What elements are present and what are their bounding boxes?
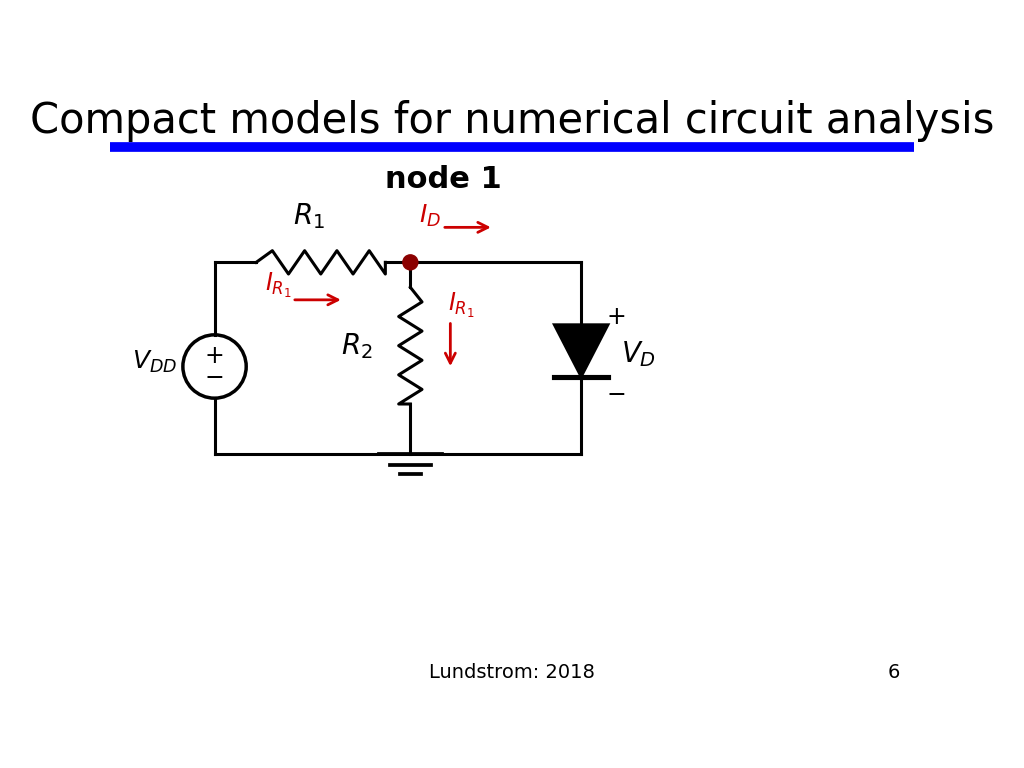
Text: 6: 6 (888, 663, 900, 682)
Text: +: + (606, 304, 626, 329)
Text: $V_{DD}$: $V_{DD}$ (132, 349, 177, 376)
Text: $R_1$: $R_1$ (293, 201, 325, 230)
Text: +: + (205, 343, 224, 368)
Text: Compact models for numerical circuit analysis: Compact models for numerical circuit ana… (30, 100, 994, 142)
Polygon shape (554, 325, 608, 376)
Circle shape (402, 255, 418, 270)
Text: −: − (606, 382, 626, 407)
Text: $R_2$: $R_2$ (341, 331, 373, 360)
Text: $I_{R_1}$: $I_{R_1}$ (447, 291, 475, 320)
Text: $I_{R_1}$: $I_{R_1}$ (264, 271, 292, 300)
Text: −: − (205, 366, 224, 390)
Text: $I_D$: $I_D$ (419, 203, 440, 229)
Text: $V_D$: $V_D$ (622, 339, 656, 369)
Text: Lundstrom: 2018: Lundstrom: 2018 (429, 663, 595, 682)
Text: node 1: node 1 (385, 164, 502, 194)
